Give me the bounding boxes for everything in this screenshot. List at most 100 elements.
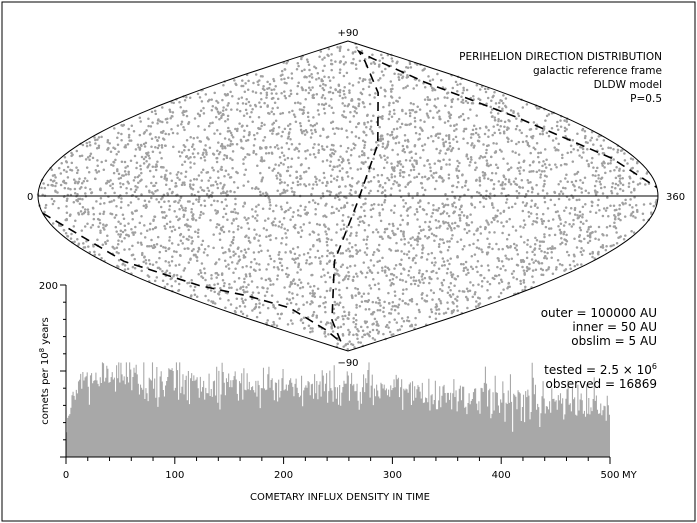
sky-point: [415, 237, 419, 241]
sky-point: [362, 202, 365, 206]
sky-point: [600, 162, 604, 165]
sky-point: [441, 238, 444, 241]
sky-point: [603, 161, 606, 165]
sky-point: [222, 106, 225, 109]
sky-point: [337, 158, 341, 162]
sky-point: [409, 206, 412, 209]
sky-point: [503, 120, 507, 124]
sky-point: [218, 118, 221, 121]
sky-point: [112, 199, 116, 202]
sky-point: [398, 172, 402, 175]
sky-point: [243, 173, 246, 176]
sky-point: [595, 138, 599, 141]
sky-point: [325, 159, 329, 162]
sky-point: [417, 79, 421, 82]
sky-point: [416, 191, 419, 195]
sky-point: [420, 128, 423, 131]
sky-point: [500, 192, 503, 195]
sky-point: [507, 258, 511, 261]
sky-point: [396, 227, 400, 230]
sky-point: [323, 112, 327, 115]
sky-point: [464, 266, 468, 269]
sky-point: [486, 177, 490, 180]
sky-point: [224, 169, 228, 172]
sky-point: [361, 329, 365, 332]
sky-point: [479, 274, 482, 277]
sky-point: [468, 289, 472, 293]
sky-point: [492, 187, 495, 191]
sky-point: [240, 139, 243, 143]
sky-point: [351, 255, 354, 258]
sky-point: [152, 175, 155, 178]
sky-point: [171, 255, 174, 258]
sky-point: [431, 176, 435, 179]
sky-point: [525, 251, 529, 254]
sky-point: [545, 114, 549, 118]
sky-point: [283, 90, 286, 93]
sky-point: [352, 57, 355, 61]
sky-point: [380, 70, 384, 73]
sky-point: [259, 171, 262, 175]
sky-point: [201, 153, 205, 157]
sky-point: [502, 132, 506, 135]
sky-point: [633, 189, 636, 192]
sky-point: [347, 215, 350, 219]
sky-point: [352, 317, 355, 320]
sky-point: [68, 214, 72, 218]
sky-point: [461, 247, 465, 251]
sky-point: [123, 248, 126, 251]
sky-point: [380, 134, 384, 137]
sky-point: [585, 159, 589, 163]
sky-point: [610, 191, 614, 195]
sky-point: [456, 98, 460, 101]
sky-point: [396, 153, 400, 156]
sky-point: [65, 199, 69, 203]
sky-point: [541, 130, 544, 133]
sky-point: [210, 109, 214, 112]
sky-point: [372, 167, 376, 171]
info-tested: tested = 2.5 × 106: [544, 362, 657, 377]
sky-point: [329, 321, 333, 325]
sky-point: [497, 282, 501, 285]
sky-point: [565, 128, 568, 131]
sky-point: [587, 163, 590, 166]
sky-point: [425, 112, 429, 115]
sky-point: [471, 267, 475, 271]
sky-point: [285, 81, 288, 85]
sky-point: [519, 282, 523, 285]
sky-point: [453, 129, 456, 132]
info-observed: observed = 16869: [546, 377, 658, 391]
sky-point: [380, 53, 383, 57]
sky-point: [474, 161, 477, 164]
sky-point: [457, 169, 461, 173]
sky-point: [172, 101, 175, 105]
sky-point: [51, 202, 55, 206]
sky-point: [448, 294, 452, 297]
sky-point: [442, 205, 445, 209]
histogram-bars: [66, 362, 610, 457]
sky-point: [187, 261, 191, 264]
sky-point: [239, 310, 243, 313]
sky-point: [127, 127, 130, 131]
sky-point: [405, 253, 409, 256]
sky-point: [127, 173, 130, 176]
sky-point: [392, 273, 396, 277]
sky-point: [189, 225, 192, 228]
sky-point: [305, 58, 309, 61]
sky-point: [519, 235, 523, 239]
sky-point: [487, 296, 491, 300]
sky-point: [543, 182, 546, 186]
sky-point: [307, 63, 311, 67]
sky-point: [390, 162, 393, 165]
sky-point: [429, 169, 432, 173]
sky-point: [73, 187, 77, 191]
sky-point: [632, 214, 635, 218]
sky-point: [341, 263, 344, 266]
sky-point: [202, 106, 205, 110]
sky-point: [529, 205, 533, 209]
sky-point: [113, 247, 116, 250]
sky-point: [509, 109, 513, 112]
sky-point: [459, 205, 463, 208]
sky-point: [276, 106, 279, 110]
sky-point: [349, 234, 352, 237]
